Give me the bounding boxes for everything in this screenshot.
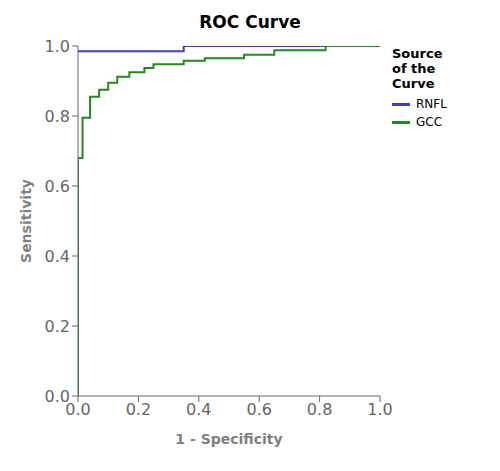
html-text:RNFL: RNFL	[416, 97, 447, 111]
svg-text:1.0: 1.0	[45, 37, 70, 56]
html-text:GCC: GCC	[416, 115, 443, 129]
svg-text:0.0: 0.0	[45, 387, 70, 406]
svg-text:1.0: 1.0	[367, 400, 392, 419]
html-text:Source: Source	[392, 46, 443, 61]
svg-text:0.2: 0.2	[45, 317, 70, 336]
svg-text:0.6: 0.6	[246, 400, 271, 419]
svg-text:0.8: 0.8	[307, 400, 332, 419]
svg-text:0.8: 0.8	[45, 107, 70, 126]
html-text:of the: of the	[392, 61, 436, 76]
html-text:Curve: Curve	[392, 76, 435, 91]
svg-text:0.2: 0.2	[126, 400, 151, 419]
svg-text:0.4: 0.4	[186, 400, 211, 419]
svg-text:Sensitivity: Sensitivity	[18, 179, 34, 263]
html-text:ROC Curve: ROC Curve	[199, 12, 301, 32]
svg-text:0.0: 0.0	[65, 400, 91, 420]
svg-text:0.4: 0.4	[45, 247, 70, 266]
svg-text:0.6: 0.6	[45, 177, 70, 196]
svg-text:1 - Specificity: 1 - Specificity	[175, 431, 282, 447]
